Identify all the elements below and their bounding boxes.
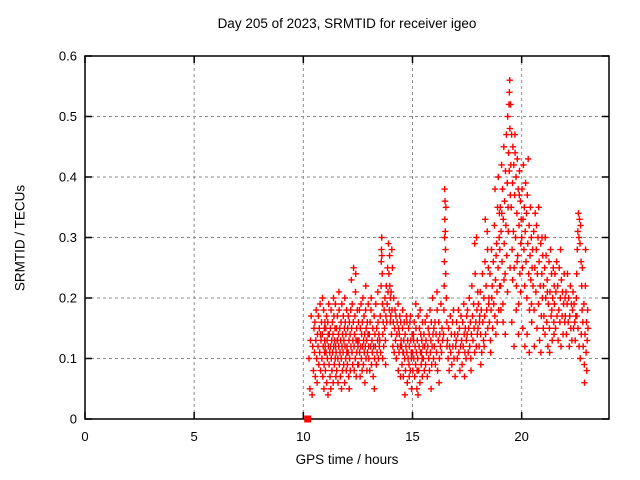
scatter-points: [305, 77, 592, 398]
y-tick-label: 0.4: [59, 170, 77, 185]
x-tick-label: 15: [405, 429, 419, 444]
y-tick-label: 0.6: [59, 49, 77, 64]
y-tick-label: 0.5: [59, 109, 77, 124]
x-tick-label: 5: [191, 429, 198, 444]
y-tick-label: 0: [70, 412, 77, 427]
y-tick-label: 0.2: [59, 291, 77, 306]
square-marker: [304, 415, 312, 423]
x-tick-label: 10: [296, 429, 310, 444]
x-tick-label: 20: [514, 429, 528, 444]
chart-title: Day 205 of 2023, SRMTID for receiver ige…: [217, 16, 477, 31]
y-tick-label: 0.1: [59, 351, 77, 366]
x-tick-label: 0: [81, 429, 88, 444]
x-axis-label: GPS time / hours: [295, 452, 399, 467]
y-tick-label: 0.3: [59, 230, 77, 245]
